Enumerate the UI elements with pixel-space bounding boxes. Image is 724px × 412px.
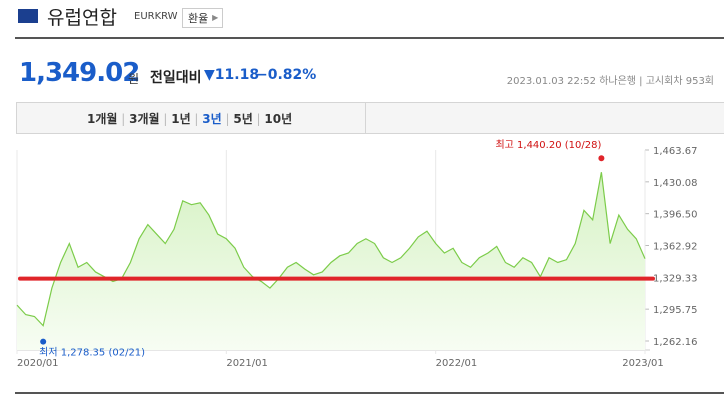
high-dot	[598, 155, 605, 162]
title: 유럽연합	[47, 7, 117, 29]
y-tick-label: 1,262.16	[653, 337, 698, 348]
tab[interactable]: 10년	[264, 112, 293, 126]
low-label: 최저 1,278.35 (02/21)	[39, 347, 145, 359]
unit: 원	[128, 72, 140, 86]
area	[17, 172, 645, 350]
high-label: 최고 1,440.20 (10/28)	[495, 139, 601, 151]
x-tick-label: 2021/01	[226, 358, 268, 369]
flag-icon	[18, 9, 38, 23]
meta: 2023.01.03 22:52 하나은행 | 고시회차 953회	[506, 76, 714, 87]
tab[interactable]: 1개월	[87, 112, 118, 126]
y-tick-label: 1,463.67	[653, 146, 698, 157]
exchange-button[interactable]: 환율 ▶	[182, 8, 224, 28]
y-tick-label: 1,362.92	[653, 241, 698, 252]
timestamp: 2023.01.03 22:52	[506, 76, 596, 87]
change-percent: −0.82%	[256, 67, 317, 83]
y-tick-label: 1,295.75	[653, 305, 698, 316]
price: 1,349.02	[19, 58, 140, 88]
divider	[15, 37, 724, 39]
divider	[15, 392, 724, 394]
tab[interactable]: 1년	[171, 112, 191, 126]
change: ▼11.18	[204, 67, 260, 83]
y-tick-label: 1,329.33	[653, 273, 698, 284]
y-tick-label: 1,396.50	[653, 210, 698, 221]
round: 고시회차 953회	[645, 76, 714, 87]
change-value: 11.18	[214, 67, 260, 83]
x-tick-label: 2022/01	[436, 358, 478, 369]
button-label: 환율	[188, 12, 209, 25]
chart: 1,262.16 1,295.75 1,329.33 1,362.92 1,396.50…	[16, 139, 698, 369]
code: EURKRW	[134, 11, 178, 22]
x-tick-label: 2023/01	[622, 358, 664, 369]
low-dot	[40, 338, 47, 345]
bank: 하나은행	[599, 76, 636, 87]
change-label: 전일대비	[150, 70, 202, 86]
tab[interactable]: 3개월	[129, 112, 160, 126]
y-tick-label: 1,430.08	[653, 178, 698, 189]
tab[interactable]: 5년	[233, 112, 253, 126]
tab[interactable]: 3년	[202, 112, 222, 126]
tab-bar: 1개월 | 3개월 | 1년 | 3년 | 5년 | 10년	[16, 102, 724, 134]
x-tick-label: 2020/01	[17, 358, 59, 369]
